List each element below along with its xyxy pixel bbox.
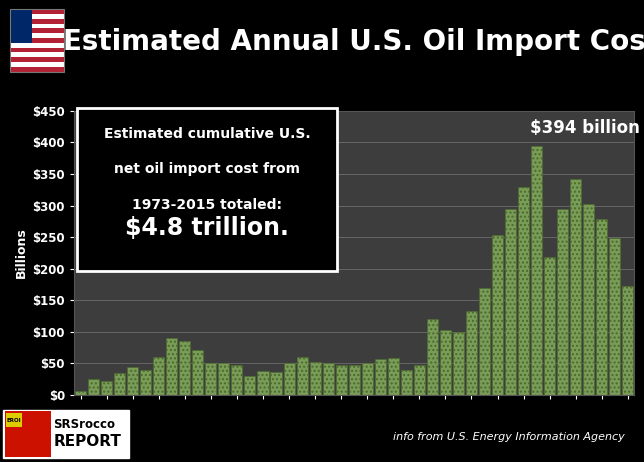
Text: 1973-2015 totaled:: 1973-2015 totaled: xyxy=(132,198,282,212)
Bar xyxy=(127,367,138,395)
Bar xyxy=(258,371,269,395)
Text: $394 billion: $394 billion xyxy=(530,119,640,137)
Bar xyxy=(88,379,99,395)
Bar xyxy=(323,364,334,395)
Bar xyxy=(75,390,86,395)
Bar xyxy=(336,365,346,395)
Bar xyxy=(245,376,256,395)
Text: Estimated Annual U.S. Oil Import Cost: Estimated Annual U.S. Oil Import Cost xyxy=(62,28,644,55)
FancyBboxPatch shape xyxy=(77,108,337,271)
Bar xyxy=(231,365,243,395)
Bar xyxy=(492,235,503,395)
Bar xyxy=(296,357,308,395)
Bar xyxy=(453,332,464,395)
Bar xyxy=(427,319,438,395)
Bar xyxy=(101,381,112,395)
Text: net oil import cost from: net oil import cost from xyxy=(114,162,300,176)
Bar xyxy=(179,341,191,395)
Bar xyxy=(310,362,321,395)
Bar xyxy=(479,288,490,395)
Y-axis label: Billions: Billions xyxy=(15,228,28,278)
Bar xyxy=(283,364,294,395)
Bar xyxy=(401,370,412,395)
Bar xyxy=(414,365,425,395)
Bar xyxy=(570,179,582,395)
Bar xyxy=(166,338,177,395)
Bar xyxy=(388,359,399,395)
Bar xyxy=(583,204,594,395)
Bar xyxy=(348,365,360,395)
Bar xyxy=(153,357,164,395)
Bar xyxy=(205,364,216,395)
Bar xyxy=(518,187,529,395)
Bar xyxy=(505,209,516,395)
Bar xyxy=(270,371,281,395)
Bar xyxy=(531,146,542,395)
Bar xyxy=(544,257,555,395)
Bar xyxy=(193,350,204,395)
Bar xyxy=(622,286,633,395)
Bar xyxy=(596,219,607,395)
Bar xyxy=(362,364,373,395)
Text: $4.8 trillion.: $4.8 trillion. xyxy=(125,216,289,240)
Text: SRSrocco: SRSrocco xyxy=(53,418,115,431)
Bar xyxy=(218,364,229,395)
Bar xyxy=(440,330,451,395)
Bar xyxy=(375,359,386,395)
Bar xyxy=(466,311,477,395)
Text: REPORT: REPORT xyxy=(53,434,121,449)
Bar xyxy=(114,373,125,395)
Text: EROI: EROI xyxy=(6,418,21,423)
Bar xyxy=(609,238,620,395)
Bar xyxy=(140,370,151,395)
Text: info from U.S. Energy Information Agency: info from U.S. Energy Information Agency xyxy=(393,432,625,442)
Text: Estimated cumulative U.S.: Estimated cumulative U.S. xyxy=(104,127,310,140)
Bar xyxy=(557,209,568,395)
